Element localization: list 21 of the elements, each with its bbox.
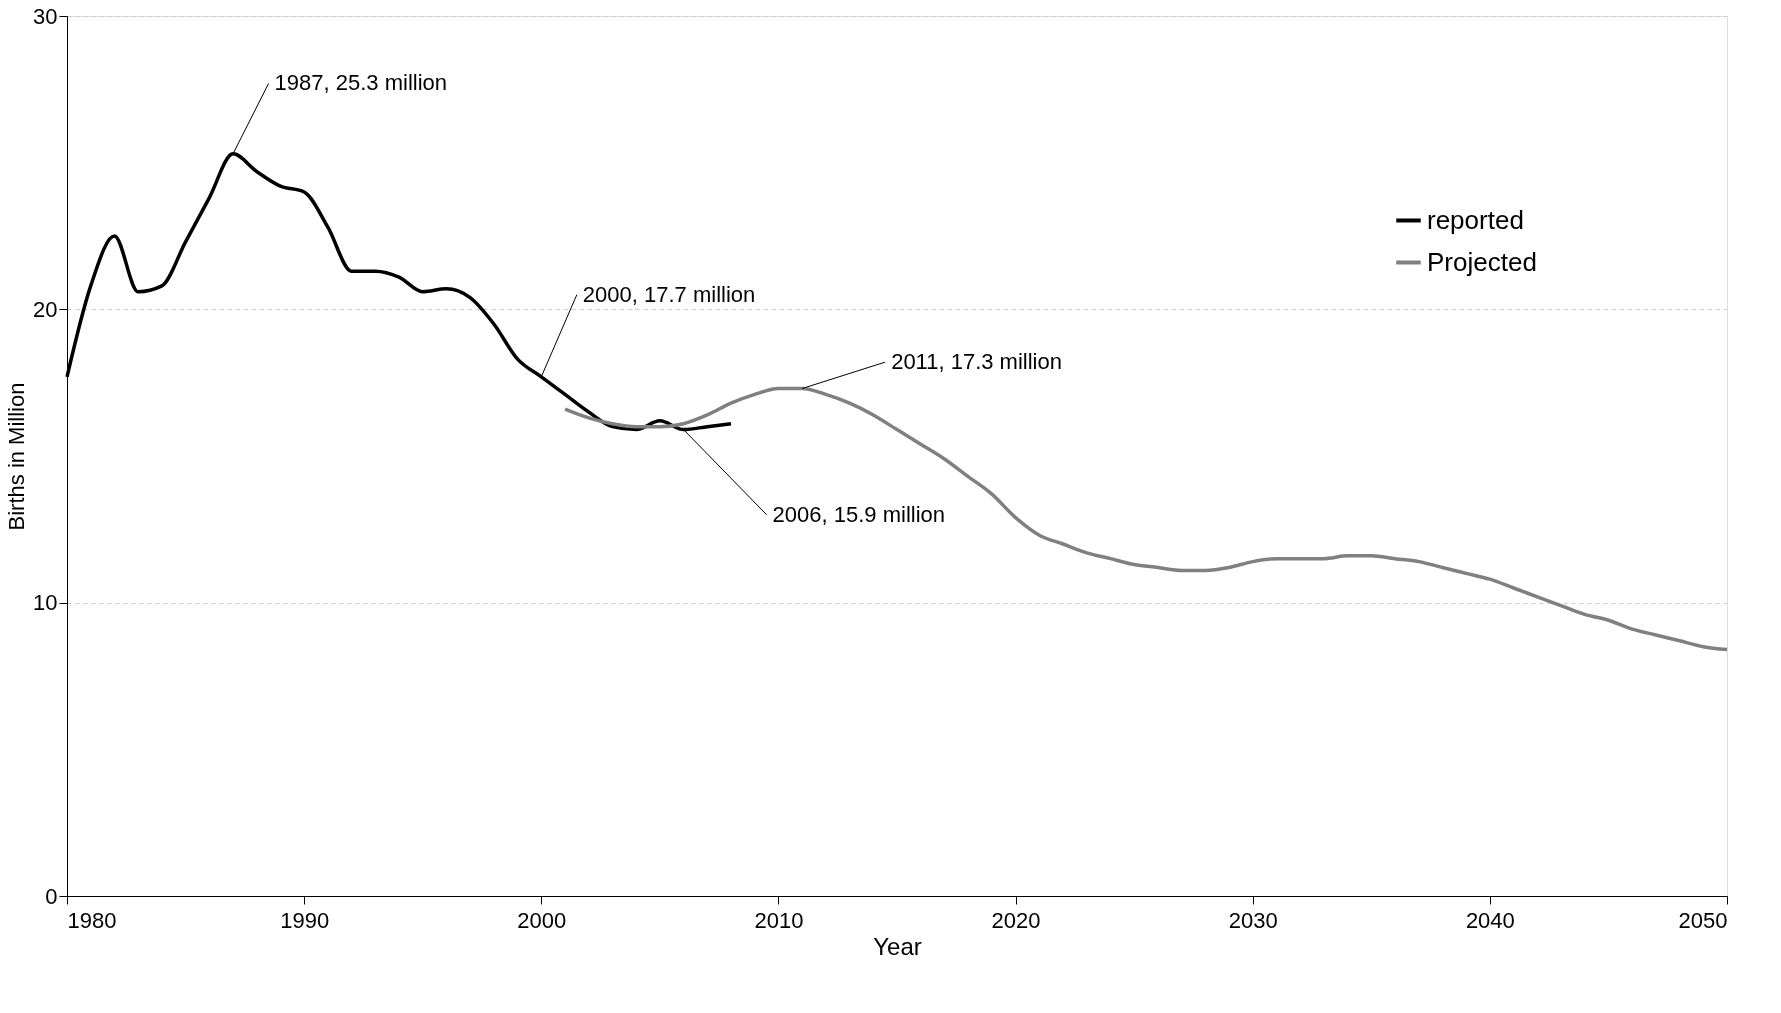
x-tick-label: 2040 [1465, 907, 1515, 933]
x-tick-label: 2030 [1228, 907, 1278, 933]
annotation: 1987, 25.3 million [274, 70, 448, 96]
x-tick-label: 2010 [754, 907, 804, 933]
annotation: 2011, 17.3 million [891, 349, 1062, 375]
annotation: 2000, 17.7 million [582, 281, 756, 307]
x-axis-title: Year [873, 932, 922, 960]
x-tick-label: 2020 [991, 907, 1041, 933]
x-tick-label: 1990 [280, 907, 330, 933]
y-tick-label: 30 [33, 3, 58, 29]
legend-label: reported [1427, 204, 1524, 235]
x-tick-label: 1980 [67, 907, 117, 933]
y-axis-title: Births in Million [4, 382, 30, 531]
y-tick-label: 10 [33, 590, 58, 616]
x-tick-label: 2050 [1678, 907, 1728, 933]
annotation: 2006, 15.9 million [772, 501, 946, 527]
y-tick-label: 0 [45, 883, 58, 909]
x-tick-label: 2000 [517, 907, 567, 933]
line-series [563, 386, 1729, 652]
y-tick-label: 20 [33, 296, 58, 322]
legend-label: Projected [1427, 246, 1537, 277]
